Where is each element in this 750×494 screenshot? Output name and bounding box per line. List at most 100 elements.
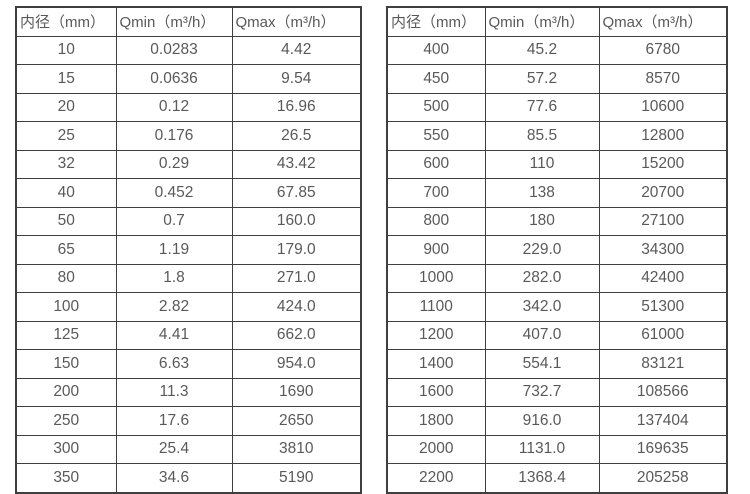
table-row: 80 1.8 271.0 [15, 263, 362, 293]
table-row: 1600 732.7 108566 [386, 377, 728, 407]
table-row: 550 85.5 12800 [386, 121, 728, 151]
table-cell: 732.7 [484, 377, 600, 407]
table-cell: 1200 [386, 320, 486, 350]
table-cell: 6.63 [115, 349, 233, 379]
table-cell: 1400 [386, 349, 486, 379]
table-cell: 100 [15, 292, 117, 322]
table-cell: 700 [386, 178, 486, 208]
table-row: 125 4.41 662.0 [15, 320, 362, 350]
table-row: 20 0.12 16.96 [15, 92, 362, 122]
table-cell: 12800 [598, 121, 728, 151]
table-row: 600 110 15200 [386, 149, 728, 179]
table-row: 2200 1368.4 205258 [386, 463, 728, 493]
table-cell: 34300 [598, 235, 728, 265]
table-body: 10 0.0283 4.42 15 0.0636 9.54 20 0.12 16.96 25 0.1… [15, 35, 362, 493]
table-header-row: 内径（mm） Qmin（m³/h） Qmax（m³/h） [15, 6, 362, 37]
table-row: 40 0.452 67.85 [15, 178, 362, 208]
table-cell: 169635 [598, 434, 728, 464]
table-cell: 1368.4 [484, 463, 600, 493]
table-cell: 300 [15, 434, 117, 464]
table-cell: 16.96 [231, 92, 362, 122]
table-cell: 45.2 [484, 35, 600, 65]
table-cell: 1131.0 [484, 434, 600, 464]
table-row: 400 45.2 6780 [386, 35, 728, 65]
table-cell: 9.54 [231, 64, 362, 94]
table-cell: 407.0 [484, 320, 600, 350]
column-header-qmax: Qmax（m³/h） [598, 6, 728, 37]
table-cell: 150 [15, 349, 117, 379]
table-cell: 2650 [231, 406, 362, 436]
table-cell: 179.0 [231, 235, 362, 265]
table-cell: 57.2 [484, 64, 600, 94]
table-cell: 77.6 [484, 92, 600, 122]
table-cell: 550 [386, 121, 486, 151]
column-header-inner-diameter: 内径（mm） [15, 6, 117, 37]
table-row: 32 0.29 43.42 [15, 149, 362, 179]
table-cell: 3810 [231, 434, 362, 464]
table-cell: 1600 [386, 377, 486, 407]
table-cell: 954.0 [231, 349, 362, 379]
table-cell: 108566 [598, 377, 728, 407]
table-cell: 4.41 [115, 320, 233, 350]
table-cell: 15 [15, 64, 117, 94]
table-cell: 137404 [598, 406, 728, 436]
table-cell: 900 [386, 235, 486, 265]
table-cell: 65 [15, 235, 117, 265]
table-cell: 342.0 [484, 292, 600, 322]
table-cell: 43.42 [231, 149, 362, 179]
table-cell: 282.0 [484, 263, 600, 293]
table-cell: 25.4 [115, 434, 233, 464]
table-cell: 20 [15, 92, 117, 122]
table-cell: 229.0 [484, 235, 600, 265]
table-cell: 4.42 [231, 35, 362, 65]
table-cell: 83121 [598, 349, 728, 379]
table-cell: 125 [15, 320, 117, 350]
table-cell: 500 [386, 92, 486, 122]
table-cell: 85.5 [484, 121, 600, 151]
table-cell: 180 [484, 206, 600, 236]
table-cell: 1690 [231, 377, 362, 407]
table-cell: 51300 [598, 292, 728, 322]
table-row: 900 229.0 34300 [386, 235, 728, 265]
table-row: 700 138 20700 [386, 178, 728, 208]
table-cell: 200 [15, 377, 117, 407]
table-cell: 50 [15, 206, 117, 236]
table-cell: 26.5 [231, 121, 362, 151]
table-cell: 0.29 [115, 149, 233, 179]
table-row: 800 180 27100 [386, 206, 728, 236]
table-cell: 205258 [598, 463, 728, 493]
table-cell: 11.3 [115, 377, 233, 407]
table-cell: 1000 [386, 263, 486, 293]
table-cell: 0.7 [115, 206, 233, 236]
table-cell: 42400 [598, 263, 728, 293]
table-row: 1400 554.1 83121 [386, 349, 728, 379]
table-cell: 67.85 [231, 178, 362, 208]
table-cell: 271.0 [231, 263, 362, 293]
table-cell: 662.0 [231, 320, 362, 350]
table-cell: 15200 [598, 149, 728, 179]
table-cell: 0.176 [115, 121, 233, 151]
table-row: 350 34.6 5190 [15, 463, 362, 493]
table-cell: 800 [386, 206, 486, 236]
table-cell: 916.0 [484, 406, 600, 436]
table-cell: 80 [15, 263, 117, 293]
table-row: 500 77.6 10600 [386, 92, 728, 122]
table-row: 100 2.82 424.0 [15, 292, 362, 322]
table-cell: 40 [15, 178, 117, 208]
table-cell: 10 [15, 35, 117, 65]
table-cell: 25 [15, 121, 117, 151]
table-cell: 600 [386, 149, 486, 179]
column-header-qmax: Qmax（m³/h） [231, 6, 362, 37]
table-row: 1100 342.0 51300 [386, 292, 728, 322]
table-cell: 2200 [386, 463, 486, 493]
table-cell: 0.0636 [115, 64, 233, 94]
table-cell: 6780 [598, 35, 728, 65]
table-row: 50 0.7 160.0 [15, 206, 362, 236]
table-cell: 0.452 [115, 178, 233, 208]
table-row: 1000 282.0 42400 [386, 263, 728, 293]
table-cell: 1800 [386, 406, 486, 436]
table-cell: 450 [386, 64, 486, 94]
table-cell: 34.6 [115, 463, 233, 493]
table-cell: 1100 [386, 292, 486, 322]
table-cell: 8570 [598, 64, 728, 94]
